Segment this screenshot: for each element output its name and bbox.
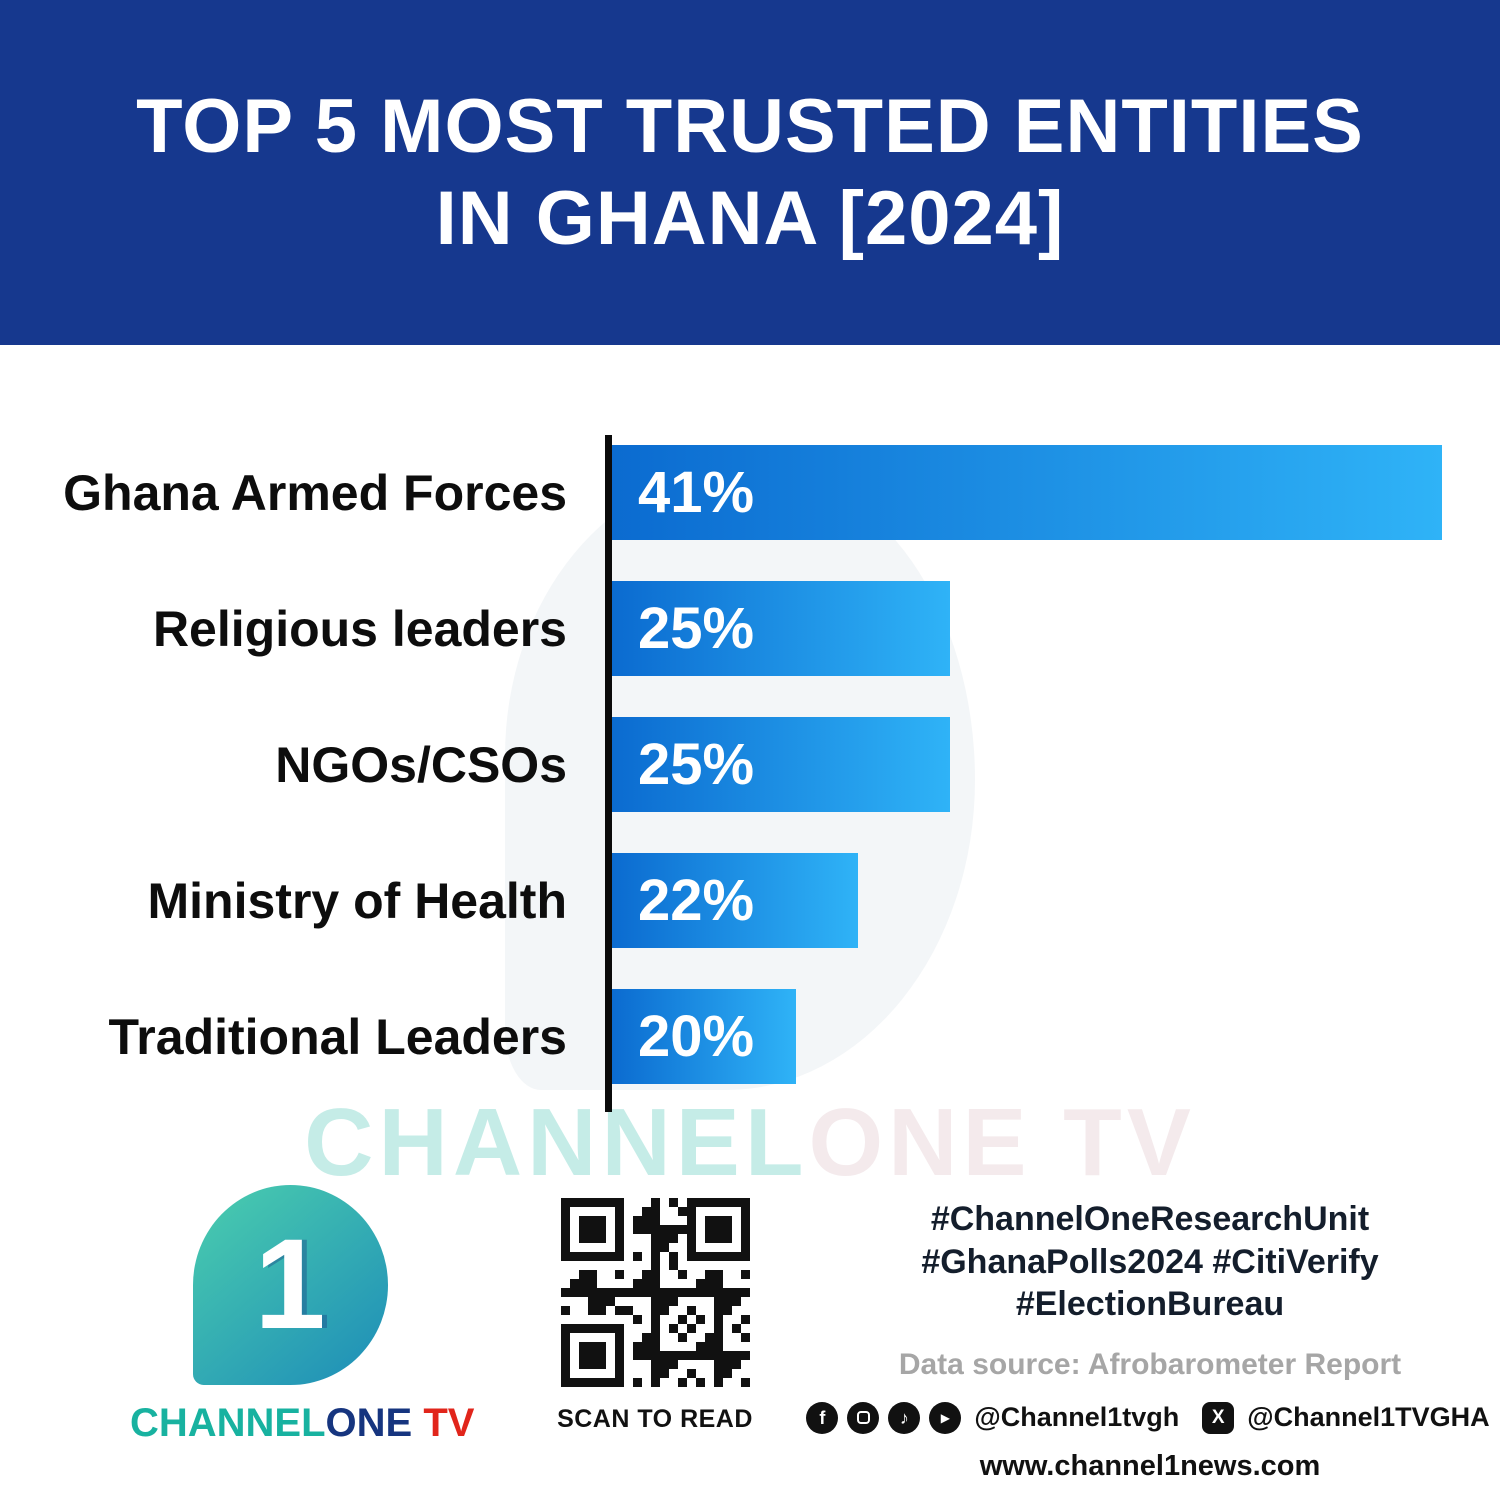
bar: 41% xyxy=(612,445,1442,540)
bar: 25% xyxy=(612,581,951,676)
qr-block: SCAN TO READ xyxy=(545,1198,765,1434)
brand-watermark-channel: CHANNEL xyxy=(304,1089,809,1196)
tiktok-icon: ♪ xyxy=(888,1401,921,1434)
x-icon: X xyxy=(1202,1401,1235,1434)
social-handle-2: @Channel1TVGHA xyxy=(1247,1402,1490,1432)
bar-track: 20% xyxy=(612,989,1442,1084)
bar-track: 25% xyxy=(612,717,1442,812)
youtube-icon: ▶ xyxy=(929,1401,962,1434)
bar-value-label: 25% xyxy=(638,732,755,797)
website-url: www.channel1news.com xyxy=(979,1449,1321,1482)
facebook-icon: f xyxy=(806,1401,839,1434)
bar-value-label: 22% xyxy=(638,868,755,933)
bar-track: 41% xyxy=(612,445,1442,540)
bar-value-label: 25% xyxy=(638,596,755,661)
hashtag-line: #ElectionBureau xyxy=(1015,1285,1285,1323)
logo-wordmark-one: ONE xyxy=(325,1401,413,1445)
bar-value-label: 41% xyxy=(638,460,755,525)
data-source: Data source: Afrobarometer Report xyxy=(898,1347,1402,1381)
bar-row: Ministry of Health 22% xyxy=(60,853,1442,948)
hashtags: #ChannelOneResearchUnit #GhanaPolls2024 … xyxy=(880,1198,1420,1326)
logo-numeral: 1 xyxy=(254,1213,326,1356)
bar-row: NGOs/CSOs 25% xyxy=(60,717,1442,812)
logo-wordmark-tv: TV xyxy=(412,1401,475,1445)
bar-category-label: Ghana Armed Forces xyxy=(63,464,567,521)
bar: 20% xyxy=(612,989,797,1084)
channel-one-logo: 1 CHANNELONE TV xyxy=(130,1185,474,1446)
hashtag-line: #ChannelOneResearchUnit xyxy=(930,1200,1370,1238)
logo-blob-icon: 1 xyxy=(192,1185,388,1385)
page-title-line2: IN GHANA [2024] xyxy=(435,175,1065,261)
bar: 22% xyxy=(612,853,858,948)
hashtag-line: #GhanaPolls2024 #CitiVerify xyxy=(921,1242,1379,1281)
bar-category-label: NGOs/CSOs xyxy=(275,736,567,793)
bar-chart-rows: Ghana Armed Forces 41% Religious leaders 25… xyxy=(60,445,1442,1084)
bar-row: Ghana Armed Forces 41% xyxy=(60,445,1442,540)
bar-track: 22% xyxy=(612,853,1442,948)
social-row: f ♪ ▶ @Channel1tvgh X @Channel1TVGHA xyxy=(806,1401,1490,1434)
bar-category-label: Traditional Leaders xyxy=(108,1008,567,1065)
qr-caption: SCAN TO READ xyxy=(557,1405,753,1433)
qr-code-icon xyxy=(560,1198,750,1387)
brand-watermark: CHANNELONE TV xyxy=(0,1088,1500,1198)
footer-right-column: #ChannelOneResearchUnit #GhanaPolls2024 … xyxy=(806,1198,1490,1483)
bar-chart: Ghana Armed Forces 41% Religious leaders 25… xyxy=(60,435,1442,1112)
bar-category-label: Ministry of Health xyxy=(147,872,567,929)
bar: 25% xyxy=(612,717,951,812)
chart-axis xyxy=(605,435,612,1112)
logo-wordmark: CHANNELONE TV xyxy=(130,1401,474,1446)
page-title-line1: TOP 5 MOST TRUSTED ENTITIES xyxy=(136,84,1364,170)
logo-wordmark-channel: CHANNEL xyxy=(130,1401,326,1445)
social-handle-1: @Channel1tvgh xyxy=(974,1402,1180,1432)
bar-category-label: Religious leaders xyxy=(152,600,567,657)
instagram-icon xyxy=(847,1401,880,1434)
brand-watermark-onetv: ONE TV xyxy=(808,1089,1196,1196)
bar-value-label: 20% xyxy=(638,1004,755,1069)
title-banner: TOP 5 MOST TRUSTED ENTITIES IN GHANA [20… xyxy=(0,0,1500,345)
bar-track: 25% xyxy=(612,581,1442,676)
bar-row: Religious leaders 25% xyxy=(60,581,1442,676)
bar-row: Traditional Leaders 20% xyxy=(60,989,1442,1084)
